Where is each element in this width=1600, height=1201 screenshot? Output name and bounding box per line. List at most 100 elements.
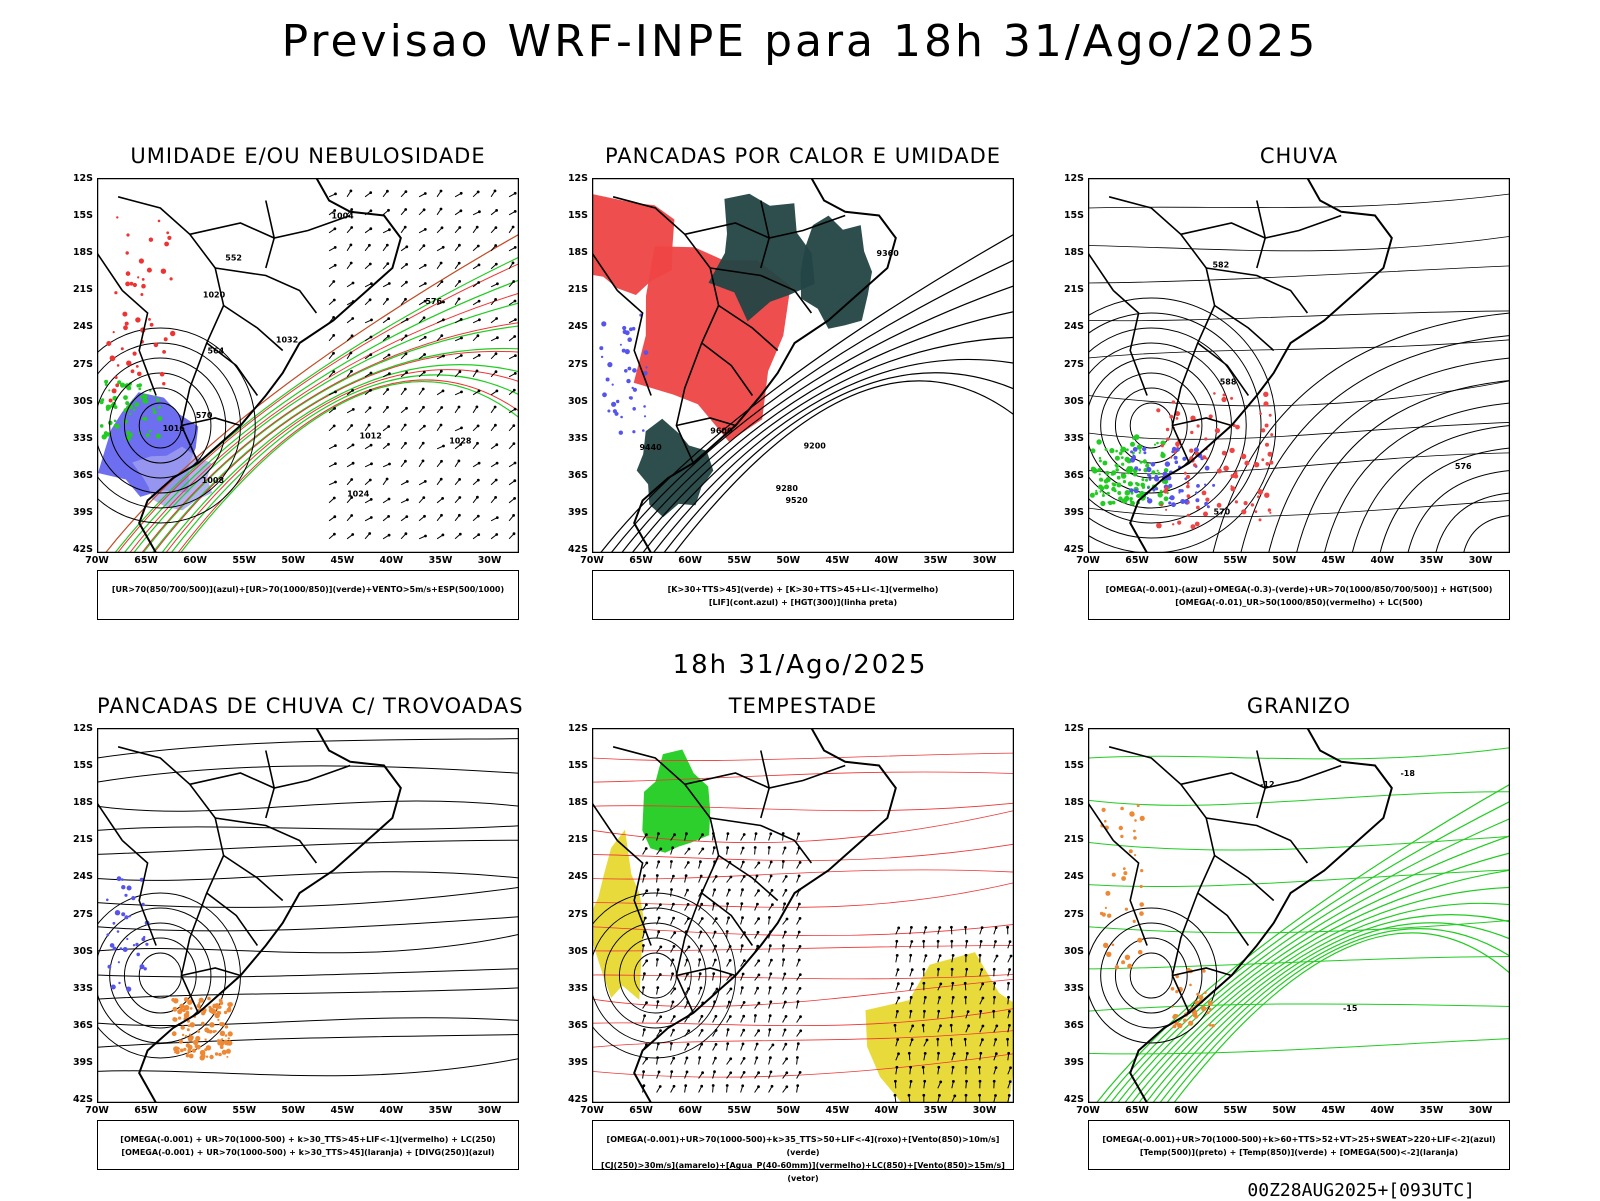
panel-legend: [UR>70(850/700/500)](azul)+[UR>70(1000/8…: [97, 570, 519, 620]
lon-tick-label: 35W: [1416, 1105, 1446, 1116]
panel-legend: [OMEGA(-0.001)+UR>70(1000-500)+k>35_TTS>…: [592, 1120, 1014, 1170]
lon-tick-label: 65W: [131, 1105, 161, 1116]
lat-tick-label: 42S: [562, 1094, 588, 1105]
contour-label: 9440: [639, 443, 662, 452]
lon-tick-label: 60W: [675, 1105, 705, 1116]
lat-tick-label: 27S: [67, 909, 93, 920]
lon-tick-label: 60W: [1171, 555, 1201, 566]
lon-tick-label: 40W: [1367, 555, 1397, 566]
legend-line: [K>30+TTS>45](verde) + [K>30+TTS>45+LI<-…: [593, 583, 1013, 596]
contour-label: -15: [1343, 1004, 1358, 1013]
lon-tick-label: 55W: [1220, 555, 1250, 566]
lat-tick-label: 24S: [67, 321, 93, 332]
lon-tick-label: 30W: [970, 555, 1000, 566]
contour-label: 1008: [202, 476, 225, 485]
lat-tick-label: 30S: [1058, 946, 1084, 957]
lat-tick-label: 21S: [562, 834, 588, 845]
map-plot: 1008101210161020102410281032100456457057…: [97, 178, 519, 553]
lon-tick-label: 70W: [1073, 555, 1103, 566]
contour-label: -12: [1260, 780, 1274, 789]
lat-tick-label: 36S: [1058, 1020, 1084, 1031]
lat-tick-label: 24S: [1058, 871, 1084, 882]
lon-tick-label: 30W: [475, 1105, 505, 1116]
lon-tick-label: 40W: [1367, 1105, 1397, 1116]
lat-tick-label: 30S: [562, 946, 588, 957]
legend-line: [OMEGA(-0.001)+UR>70(1000-500)+k>35_TTS>…: [593, 1133, 1013, 1159]
lon-tick-label: 45W: [327, 1105, 357, 1116]
lat-tick-label: 18S: [562, 247, 588, 258]
lon-tick-label: 55W: [724, 1105, 754, 1116]
lon-tick-label: 60W: [180, 1105, 210, 1116]
legend-line: [CJ(250)>30m/s](amarelo)+[Agua_P(40-60mm…: [593, 1159, 1013, 1185]
lat-tick-label: 33S: [1058, 983, 1084, 994]
legend-line: [UR>70(850/700/500)](azul)+[UR>70(1000/8…: [98, 583, 518, 596]
panel-title: GRANIZO: [1088, 694, 1510, 718]
contour-label: 9600: [710, 427, 733, 436]
lon-tick-label: 50W: [773, 555, 803, 566]
lon-tick-label: 65W: [1122, 1105, 1152, 1116]
panel-legend: [OMEGA(-0.001) + UR>70(1000-500) + k>30_…: [97, 1120, 519, 1170]
lon-tick-label: 35W: [920, 555, 950, 566]
lat-tick-label: 33S: [562, 433, 588, 444]
contour-label: 576: [1455, 462, 1472, 471]
lat-tick-label: 33S: [1058, 433, 1084, 444]
lat-tick-label: 39S: [562, 507, 588, 518]
contour-label: 9280: [776, 484, 799, 493]
lat-tick-label: 15S: [67, 760, 93, 771]
lat-tick-label: 18S: [562, 797, 588, 808]
lat-tick-label: 39S: [1058, 1057, 1084, 1068]
contour-label: -18: [1400, 769, 1415, 778]
lat-tick-label: 33S: [562, 983, 588, 994]
lat-tick-label: 24S: [562, 321, 588, 332]
lat-tick-label: 21S: [67, 284, 93, 295]
lat-tick-label: 24S: [67, 871, 93, 882]
contour-label: 576: [425, 297, 442, 306]
lon-tick-label: 50W: [1269, 555, 1299, 566]
lat-tick-label: 21S: [1058, 834, 1084, 845]
panel-legend: [K>30+TTS>45](verde) + [K>30+TTS>45+LI<-…: [592, 570, 1014, 620]
lat-tick-label: 18S: [1058, 247, 1084, 258]
lat-tick-label: 24S: [1058, 321, 1084, 332]
lat-tick-label: 30S: [67, 946, 93, 957]
lat-tick-label: 15S: [562, 760, 588, 771]
lat-tick-label: 27S: [562, 909, 588, 920]
lat-tick-label: 39S: [1058, 507, 1084, 518]
lat-tick-label: 36S: [1058, 470, 1084, 481]
lat-tick-label: 15S: [1058, 760, 1084, 771]
lat-tick-label: 27S: [1058, 359, 1084, 370]
contour-label: 1024: [347, 490, 370, 499]
lon-tick-label: 70W: [82, 1105, 112, 1116]
legend-line: [OMEGA(-0.001) + UR>70(1000-500) + k>30_…: [98, 1146, 518, 1159]
lon-tick-label: 50W: [1269, 1105, 1299, 1116]
lon-tick-label: 70W: [577, 1105, 607, 1116]
lon-tick-label: 55W: [229, 1105, 259, 1116]
lat-tick-label: 36S: [67, 1020, 93, 1031]
lat-tick-label: 30S: [562, 396, 588, 407]
lat-tick-label: 12S: [67, 173, 93, 184]
lat-tick-label: 33S: [67, 983, 93, 994]
lon-tick-label: 60W: [1171, 1105, 1201, 1116]
lon-tick-label: 65W: [1122, 555, 1152, 566]
lon-tick-label: 50W: [773, 1105, 803, 1116]
lon-tick-label: 40W: [376, 555, 406, 566]
page-title: Previsao WRF-INPE para 18h 31/Ago/2025: [0, 16, 1600, 67]
panel-title: PANCADAS POR CALOR E UMIDADE: [592, 144, 1014, 168]
lon-tick-label: 30W: [1466, 1105, 1496, 1116]
lat-tick-label: 36S: [562, 1020, 588, 1031]
lat-tick-label: 30S: [67, 396, 93, 407]
lat-tick-label: 36S: [562, 470, 588, 481]
lat-tick-label: 27S: [67, 359, 93, 370]
lat-tick-label: 18S: [67, 797, 93, 808]
lat-tick-label: 42S: [1058, 1094, 1084, 1105]
lon-tick-label: 55W: [1220, 1105, 1250, 1116]
contour-label: 9200: [804, 441, 827, 450]
legend-line: [OMEGA(-0.001) + UR>70(1000-500) + k>30_…: [98, 1133, 518, 1146]
legend-line: [OMEGA(-0.001)+UR>70(1000-500)+k>60+TTS>…: [1089, 1133, 1509, 1146]
map-plot: [592, 728, 1014, 1103]
lon-tick-label: 40W: [871, 555, 901, 566]
panel-legend: [OMEGA(-0.001)+UR>70(1000-500)+k>60+TTS>…: [1088, 1120, 1510, 1170]
lat-tick-label: 15S: [562, 210, 588, 221]
forecast-time-label: 18h 31/Ago/2025: [0, 650, 1600, 680]
lon-tick-label: 30W: [970, 1105, 1000, 1116]
